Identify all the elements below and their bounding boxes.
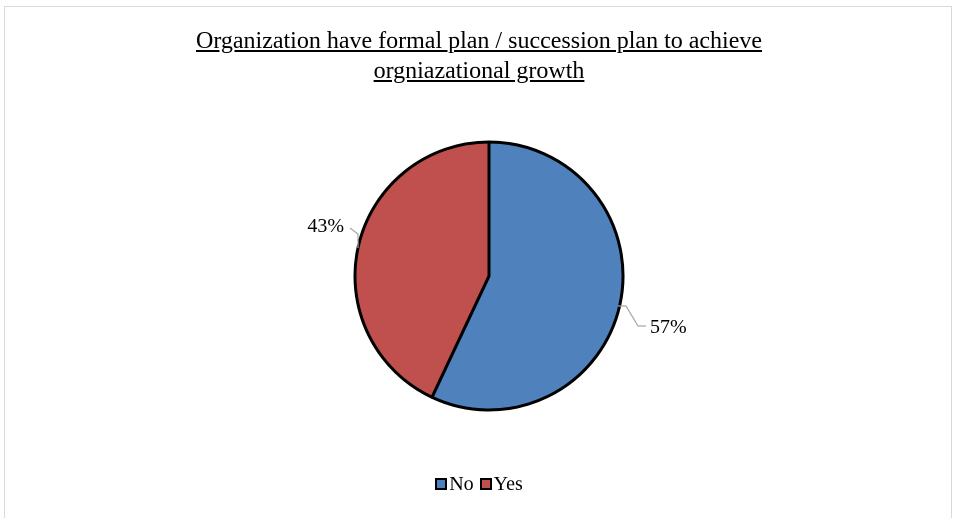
pie-slice-no [430, 140, 625, 412]
leader-lines [349, 227, 646, 327]
leader-line-yes [349, 227, 359, 248]
legend-label-no: No [449, 473, 474, 495]
legend: No Yes [0, 472, 958, 496]
chart-title: Organization have formal plan / successi… [0, 26, 958, 86]
chart-title-line-1: Organization have formal plan / successi… [195, 28, 763, 54]
legend-swatch-no [435, 478, 448, 490]
pie-slices [353, 140, 625, 412]
data-label-yes: 43% [307, 215, 344, 237]
leader-line-no [618, 305, 646, 327]
legend-item-no: No [435, 472, 474, 496]
legend-item-yes: Yes [479, 472, 523, 496]
data-label-no: 57% [650, 316, 687, 338]
chart-area [4, 6, 952, 518]
legend-label-yes: Yes [493, 473, 523, 495]
legend-swatch-yes [479, 478, 492, 490]
chart-title-line-2: orgniazational growth [373, 58, 585, 84]
data-labels: 57% 43% [307, 215, 686, 338]
